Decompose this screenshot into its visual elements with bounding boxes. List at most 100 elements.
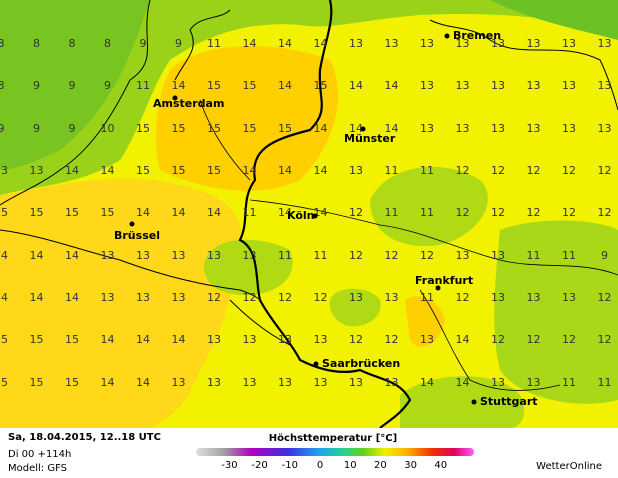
grid-value: 15 xyxy=(243,122,257,135)
grid-value: 12 xyxy=(456,291,470,304)
city-label: Münster xyxy=(344,132,396,145)
grid-value: 11 xyxy=(598,376,612,389)
grid-value: 13 xyxy=(385,291,399,304)
grid-value: 13 xyxy=(243,249,257,262)
grid-value: 9 xyxy=(0,122,5,135)
grid-value: 15 xyxy=(0,206,8,219)
legend-tick-label: 30 xyxy=(404,460,417,471)
grid-value: 14 xyxy=(420,376,434,389)
grid-value: 15 xyxy=(65,206,79,219)
grid-value: 13 xyxy=(314,376,328,389)
grid-value: 14 xyxy=(385,79,399,92)
city-label: Saarbrücken xyxy=(322,357,400,370)
grid-value: 9 xyxy=(104,79,111,92)
grid-value: 12 xyxy=(349,249,363,262)
grid-value: 14 xyxy=(243,164,257,177)
grid-value: 14 xyxy=(30,291,44,304)
grid-value: 8 xyxy=(104,37,111,50)
grid-value: 13 xyxy=(527,37,541,50)
grid-value: 13 xyxy=(0,164,8,177)
grid-value: 12 xyxy=(598,291,612,304)
grid-value: 11 xyxy=(562,376,576,389)
grid-value: 12 xyxy=(598,206,612,219)
grid-value: 12 xyxy=(278,291,292,304)
grid-value: 12 xyxy=(491,164,505,177)
grid-value: 14 xyxy=(136,206,150,219)
run-info: Di 00 +114h xyxy=(8,449,71,460)
grid-value: 14 xyxy=(0,249,8,262)
grid-value: 15 xyxy=(0,333,8,346)
grid-value: 12 xyxy=(598,164,612,177)
city-dot xyxy=(312,213,318,219)
grid-value: 15 xyxy=(243,79,257,92)
temperature-field xyxy=(0,0,618,428)
grid-value: 9 xyxy=(601,249,608,262)
grid-value: 9 xyxy=(175,37,182,50)
colorbar xyxy=(196,448,474,456)
grid-value: 14 xyxy=(136,376,150,389)
grid-value: 9 xyxy=(33,122,40,135)
grid-value: 11 xyxy=(385,164,399,177)
grid-value: 9 xyxy=(140,37,147,50)
grid-value: 14 xyxy=(349,122,363,135)
grid-value: 13 xyxy=(491,376,505,389)
grid-value: 13 xyxy=(136,291,150,304)
grid-value: 15 xyxy=(30,206,44,219)
grid-value: 13 xyxy=(491,122,505,135)
grid-value: 11 xyxy=(136,79,150,92)
grid-value: 12 xyxy=(527,206,541,219)
legend-title: Höchsttemperatur [°C] xyxy=(269,433,397,444)
cities: Bremen Amsterdam Münster Köln Brüssel Frankfu… xyxy=(114,29,538,408)
grid-value: 11 xyxy=(385,206,399,219)
grid-value: 14 xyxy=(278,37,292,50)
grid-value: 13 xyxy=(207,376,221,389)
grid-value: 13 xyxy=(243,333,257,346)
grid-value: 13 xyxy=(491,79,505,92)
grid-value: 9 xyxy=(69,122,76,135)
grid-value: 10 xyxy=(101,122,115,135)
grid-value: 11 xyxy=(278,249,292,262)
grid-value: 12 xyxy=(349,333,363,346)
legend-tick-label: -30 xyxy=(221,460,237,471)
grid-value: 13 xyxy=(491,37,505,50)
city-dot xyxy=(172,95,178,101)
grid-value: 15 xyxy=(172,122,186,135)
grid-value: 11 xyxy=(243,206,257,219)
grid-value: 13 xyxy=(136,249,150,262)
grid-value: 13 xyxy=(527,291,541,304)
legend-tick-label: 0 xyxy=(317,460,323,471)
grid-value: 14 xyxy=(385,122,399,135)
grid-value: 13 xyxy=(562,122,576,135)
grid-value: 12 xyxy=(385,333,399,346)
grid-value: 13 xyxy=(456,37,470,50)
legend-tick-label: -20 xyxy=(251,460,267,471)
grid-value: 14 xyxy=(65,291,79,304)
grid-value: 13 xyxy=(172,249,186,262)
grid-value: 12 xyxy=(314,291,328,304)
grid-value: 12 xyxy=(207,291,221,304)
grid-value: 14 xyxy=(349,79,363,92)
grid-value: 13 xyxy=(456,79,470,92)
grid-value: 13 xyxy=(243,376,257,389)
grid-value: 8 xyxy=(0,37,5,50)
grid-value: 13 xyxy=(562,37,576,50)
grid-value: 14 xyxy=(314,122,328,135)
grid-value: 14 xyxy=(101,164,115,177)
city-label: Köln xyxy=(287,209,315,222)
grid-value: 11 xyxy=(420,206,434,219)
grid-value: 14 xyxy=(101,376,115,389)
grid-value: 12 xyxy=(385,249,399,262)
grid-value: 15 xyxy=(172,164,186,177)
grid-value: 13 xyxy=(527,79,541,92)
grid-value: 14 xyxy=(65,249,79,262)
grid-value: 13 xyxy=(598,122,612,135)
grid-value: 15 xyxy=(207,122,221,135)
grid-value: 14 xyxy=(243,37,257,50)
grid-value: 14 xyxy=(30,249,44,262)
grid-value: 14 xyxy=(101,333,115,346)
value-grid: 8 8 8 8 9 9 11 14 14 14 13 13 13 13 13 13 13 13 8 9 9 9 11 14 15… xyxy=(0,37,612,389)
grid-value: 11 xyxy=(420,291,434,304)
city-dot xyxy=(471,399,477,405)
grid-value: 13 xyxy=(278,333,292,346)
city-dot xyxy=(129,221,135,227)
